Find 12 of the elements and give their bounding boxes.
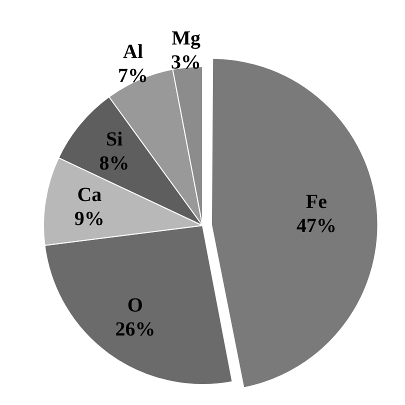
slice-label: Ca <box>77 184 102 206</box>
data-label: 3% <box>171 52 202 74</box>
slice-label: Al <box>123 41 144 64</box>
data-label: 9% <box>74 208 104 230</box>
data-label: 7% <box>118 65 148 88</box>
data-label: 26% <box>115 318 156 340</box>
slice-label: Si <box>106 128 124 151</box>
slice-label: O <box>127 294 143 316</box>
slice-label: Mg <box>172 28 200 50</box>
data-label: 8% <box>99 152 130 175</box>
slice-label: Fe <box>306 190 328 213</box>
data-label: 47% <box>296 214 336 237</box>
